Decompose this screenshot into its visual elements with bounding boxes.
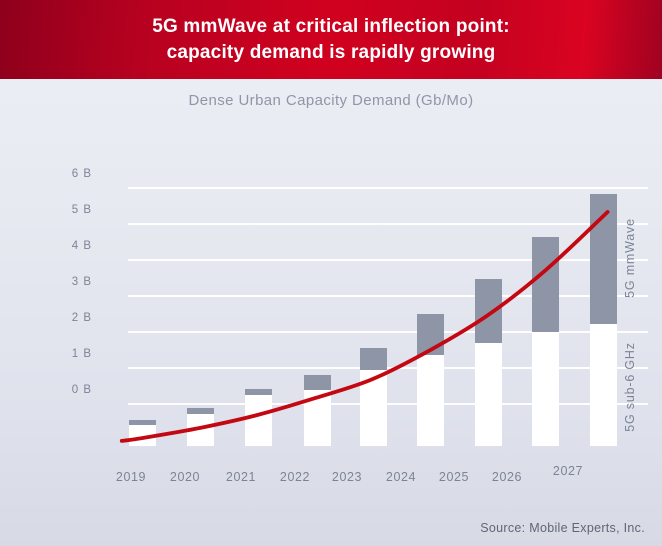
series-label-sub6: 5G sub-6 GHz	[623, 342, 637, 432]
header-banner: 5G mmWave at critical inflection point: …	[0, 0, 662, 79]
y-axis-label: 5 B	[71, 204, 92, 216]
bar-mmwave-2026	[531, 236, 559, 332]
gridline-5B	[128, 222, 648, 225]
bar-sub6-2020	[187, 413, 214, 446]
x-axis-label-2020: 2020	[169, 470, 201, 484]
x-axis-label-2025: 2025	[438, 470, 470, 484]
title-line-1: 5G mmWave at critical inflection point:	[152, 15, 510, 37]
gridline-6B	[128, 186, 648, 189]
x-axis-label-2019: 2019	[115, 470, 147, 484]
bar-sub6-2025	[474, 343, 502, 446]
bar-mmwave-2022	[303, 374, 331, 390]
y-axis-label: 6 B	[71, 168, 92, 180]
bar-mmwave-2025	[474, 278, 502, 344]
bar-mmwave-2027	[590, 193, 617, 324]
bar-mmwave-2023	[360, 348, 387, 371]
gridline-3B	[128, 294, 648, 297]
x-axis-label-2022: 2022	[279, 470, 311, 484]
bar-sub6-2026	[531, 331, 559, 446]
bar-mmwave-2021	[244, 388, 272, 395]
x-axis-label-2026: 2026	[491, 470, 523, 484]
bar-sub6-2021	[244, 394, 272, 446]
source-credit: Source: Mobile Experts, Inc.	[480, 521, 645, 535]
x-axis-label-2021: 2021	[225, 470, 257, 484]
y-axis-label: 1 B	[71, 348, 92, 360]
chart-subtitle: Dense Urban Capacity Demand (Gb/Mo)	[188, 92, 474, 109]
x-axis-label-2024: 2024	[385, 470, 417, 484]
bar-sub6-2027	[590, 323, 617, 446]
series-label-mmwave: 5G mmWave	[623, 218, 637, 298]
y-axis-label: 2 B	[71, 312, 92, 324]
bar-mmwave-2019	[128, 420, 156, 426]
bar-sub6-2024	[417, 354, 444, 446]
y-axis-label: 0 B	[71, 384, 92, 396]
gridline-0B	[128, 402, 648, 405]
bar-mmwave-2024	[417, 313, 444, 355]
gridline-1B	[128, 366, 648, 369]
bar-sub6-2023	[360, 370, 387, 446]
gridline-4B	[128, 258, 648, 261]
y-axis-label: 3 B	[71, 276, 92, 288]
x-axis-label-2027: 2027	[552, 464, 584, 478]
y-axis-label: 4 B	[71, 240, 92, 252]
x-axis-label-2023: 2023	[331, 470, 363, 484]
bar-sub6-2022	[303, 389, 331, 446]
gridline-2B	[128, 330, 648, 333]
bar-sub6-2019	[128, 425, 156, 446]
bar-mmwave-2020	[187, 408, 214, 414]
title-line-2: capacity demand is rapidly growing	[166, 41, 496, 63]
